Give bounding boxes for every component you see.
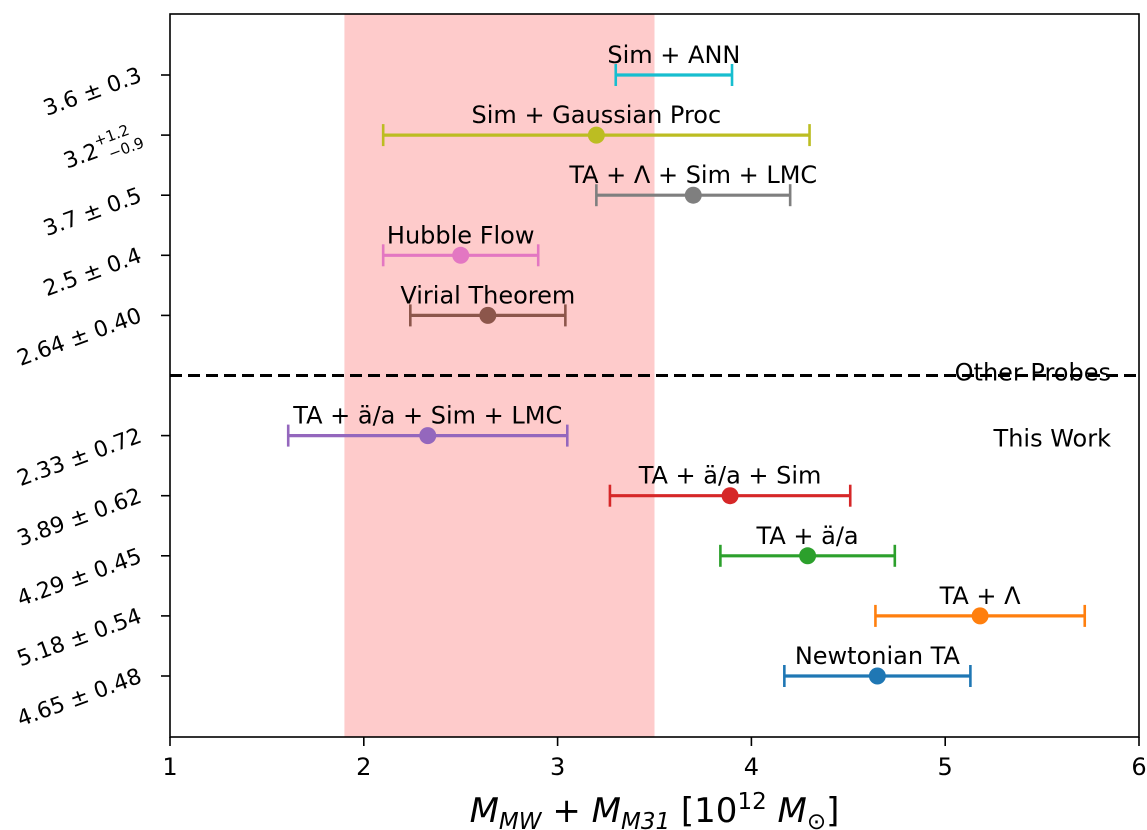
y-tick-label: 3.2+1.2−0.9 bbox=[58, 118, 146, 179]
point-label: TA + Λ bbox=[939, 582, 1022, 610]
y-tick-label: 2.64 ± 0.40 bbox=[14, 304, 145, 372]
section-label: Other Probes bbox=[955, 358, 1111, 386]
data-point-group: Virial Theorem bbox=[400, 281, 575, 327]
y-tick-label: 2.5 ± 0.4 bbox=[40, 243, 145, 302]
x-tick-label: 1 bbox=[162, 753, 177, 781]
data-point-group: TA + Λ bbox=[874, 582, 1087, 627]
data-point-group: TA + ä/a + Sim bbox=[608, 462, 852, 507]
point-label: Virial Theorem bbox=[400, 281, 575, 309]
point-label: TA + Λ + Sim + LMC bbox=[568, 161, 817, 189]
y-tick-label: 3.7 ± 0.5 bbox=[40, 183, 145, 242]
data-point-group: Sim + ANN bbox=[607, 41, 740, 86]
data-point-marker bbox=[419, 427, 437, 445]
plot-marks: Sim + ANN Sim + Gaussian Proc TA + Λ + Sim… bbox=[286, 41, 1112, 687]
data-point-group: TA + ä/a + Sim + LMC bbox=[286, 402, 569, 447]
data-point-marker bbox=[868, 667, 886, 685]
x-tick-label: 3 bbox=[550, 753, 565, 781]
y-tick-label: 4.29 ± 0.45 bbox=[14, 544, 145, 612]
x-axis-label: MMW + MM31 [1012 M⊙] bbox=[470, 789, 840, 830]
y-tick-label: 4.65 ± 0.48 bbox=[14, 664, 145, 732]
data-point-group: Sim + Gaussian Proc bbox=[381, 101, 811, 147]
y-tick-label: 3.6 ± 0.3 bbox=[40, 63, 145, 122]
data-point-group: Newtonian TA bbox=[783, 642, 972, 687]
point-label: TA + ä/a bbox=[756, 522, 859, 550]
point-label: TA + ä/a + Sim + LMC bbox=[292, 402, 562, 430]
point-label: Hubble Flow bbox=[387, 221, 535, 249]
data-point-marker bbox=[452, 246, 470, 264]
x-tick-label: 5 bbox=[938, 753, 953, 781]
y-axis-ticks: 3.6 ± 0.33.2+1.2−0.93.7 ± 0.52.5 ± 0.42.… bbox=[14, 63, 170, 732]
y-tick-label: 3.89 ± 0.62 bbox=[14, 484, 145, 552]
point-label: TA + ä/a + Sim bbox=[638, 462, 822, 490]
data-point-marker bbox=[799, 547, 817, 565]
y-tick-label: 5.18 ± 0.54 bbox=[14, 604, 145, 672]
y-tick-label: 2.33 ± 0.72 bbox=[14, 424, 145, 492]
point-label: Newtonian TA bbox=[795, 642, 961, 670]
data-point-marker bbox=[479, 306, 497, 324]
x-tick-label: 6 bbox=[1131, 753, 1146, 781]
section-label: This Work bbox=[993, 425, 1112, 453]
data-point-marker bbox=[721, 487, 739, 505]
x-tick-label: 4 bbox=[744, 753, 759, 781]
data-point-group: Hubble Flow bbox=[381, 221, 540, 267]
data-point-marker bbox=[971, 607, 989, 625]
plot-frame bbox=[169, 13, 1140, 738]
data-point-marker bbox=[684, 186, 702, 204]
point-label: Sim + Gaussian Proc bbox=[472, 101, 722, 129]
data-point-group: TA + Λ + Sim + LMC bbox=[568, 161, 817, 207]
x-axis-ticks: 1 2 3 4 5 6 bbox=[162, 737, 1147, 781]
data-point-marker bbox=[587, 126, 605, 144]
x-tick-label: 2 bbox=[356, 753, 371, 781]
data-point-group: TA + ä/a bbox=[719, 522, 897, 567]
point-label: Sim + ANN bbox=[607, 41, 740, 69]
